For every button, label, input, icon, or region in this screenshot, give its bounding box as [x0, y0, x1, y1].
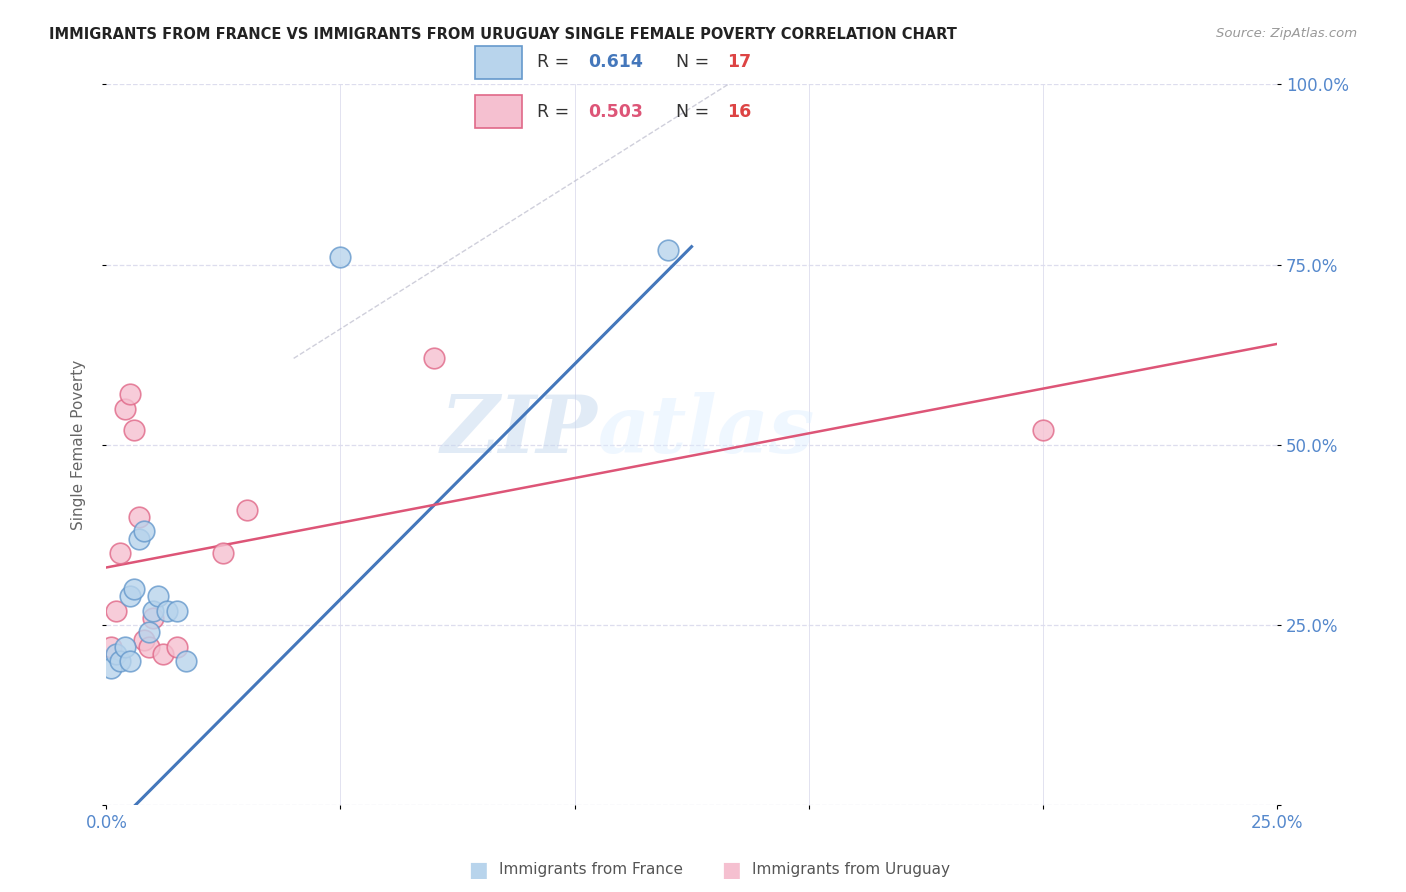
Text: Source: ZipAtlas.com: Source: ZipAtlas.com: [1216, 27, 1357, 40]
Point: [114, 640, 136, 654]
Point: [156, 604, 179, 618]
Point: [104, 604, 127, 618]
Text: ■: ■: [468, 860, 488, 880]
Y-axis label: Single Female Poverty: Single Female Poverty: [72, 359, 86, 530]
Text: R =: R =: [537, 54, 575, 71]
Point: [110, 654, 132, 668]
Point: [138, 625, 160, 640]
Text: IMMIGRANTS FROM FRANCE VS IMMIGRANTS FROM URUGUAY SINGLE FEMALE POVERTY CORRELAT: IMMIGRANTS FROM FRANCE VS IMMIGRANTS FRO…: [49, 27, 957, 42]
Text: ZIP: ZIP: [441, 392, 598, 469]
Point: [142, 611, 165, 625]
Point: [128, 532, 150, 546]
Point: [124, 582, 146, 596]
Point: [110, 546, 132, 560]
Text: Immigrants from France: Immigrants from France: [499, 863, 683, 877]
Point: [1032, 424, 1054, 438]
Point: [146, 589, 169, 603]
Point: [236, 503, 259, 517]
Point: [142, 604, 165, 618]
FancyBboxPatch shape: [475, 95, 523, 128]
Point: [100, 661, 122, 675]
Point: [329, 251, 352, 265]
Point: [132, 632, 155, 647]
Text: N =: N =: [676, 54, 714, 71]
Point: [166, 604, 188, 618]
Point: [166, 640, 188, 654]
Point: [118, 589, 141, 603]
Point: [212, 546, 235, 560]
Text: 17: 17: [727, 54, 751, 71]
Point: [132, 524, 155, 539]
Text: R =: R =: [537, 103, 575, 120]
Text: 16: 16: [727, 103, 751, 120]
Text: ■: ■: [721, 860, 741, 880]
Point: [114, 401, 136, 416]
Text: Immigrants from Uruguay: Immigrants from Uruguay: [752, 863, 950, 877]
Text: 0.503: 0.503: [588, 103, 643, 120]
Point: [174, 654, 197, 668]
Point: [124, 424, 146, 438]
Point: [128, 510, 150, 524]
Point: [118, 654, 141, 668]
Text: 0.614: 0.614: [588, 54, 643, 71]
FancyBboxPatch shape: [475, 46, 523, 78]
Point: [104, 647, 127, 661]
Point: [118, 387, 141, 401]
Text: atlas: atlas: [598, 392, 815, 469]
Point: [152, 647, 174, 661]
Point: [100, 640, 122, 654]
Point: [423, 351, 446, 366]
Point: [138, 640, 160, 654]
Text: N =: N =: [676, 103, 714, 120]
Point: [657, 244, 679, 258]
